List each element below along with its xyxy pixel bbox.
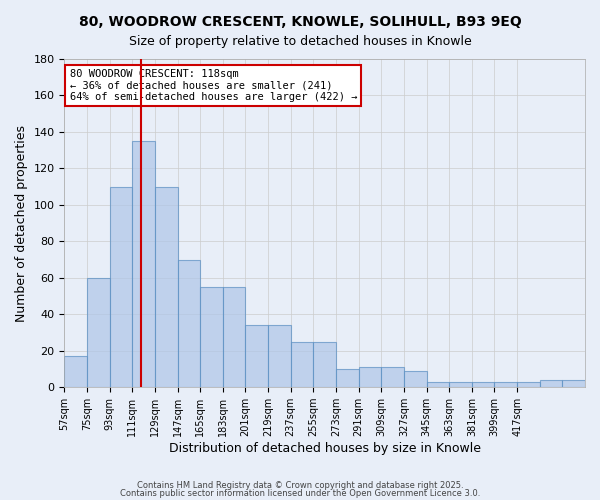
Bar xyxy=(268,325,291,387)
Bar xyxy=(155,186,178,387)
Text: Size of property relative to detached houses in Knowle: Size of property relative to detached ho… xyxy=(128,35,472,48)
Bar xyxy=(110,186,133,387)
Bar xyxy=(427,382,449,387)
Bar xyxy=(87,278,110,387)
Bar xyxy=(562,380,585,387)
Bar xyxy=(133,141,155,387)
Bar xyxy=(178,260,200,387)
Bar xyxy=(313,342,336,387)
Bar xyxy=(472,382,494,387)
Bar xyxy=(517,382,540,387)
Bar xyxy=(359,367,381,387)
Bar xyxy=(64,356,87,387)
Bar xyxy=(291,342,313,387)
Bar xyxy=(494,382,517,387)
X-axis label: Distribution of detached houses by size in Knowle: Distribution of detached houses by size … xyxy=(169,442,481,455)
Text: 80 WOODROW CRESCENT: 118sqm
← 36% of detached houses are smaller (241)
64% of se: 80 WOODROW CRESCENT: 118sqm ← 36% of det… xyxy=(70,69,357,102)
Bar xyxy=(404,371,427,387)
Text: Contains HM Land Registry data © Crown copyright and database right 2025.: Contains HM Land Registry data © Crown c… xyxy=(137,481,463,490)
Bar xyxy=(449,382,472,387)
Bar xyxy=(245,325,268,387)
Bar xyxy=(336,369,359,387)
Bar xyxy=(540,380,562,387)
Bar xyxy=(381,367,404,387)
Bar xyxy=(223,287,245,387)
Text: Contains public sector information licensed under the Open Government Licence 3.: Contains public sector information licen… xyxy=(120,488,480,498)
Y-axis label: Number of detached properties: Number of detached properties xyxy=(15,124,28,322)
Bar xyxy=(200,287,223,387)
Text: 80, WOODROW CRESCENT, KNOWLE, SOLIHULL, B93 9EQ: 80, WOODROW CRESCENT, KNOWLE, SOLIHULL, … xyxy=(79,15,521,29)
